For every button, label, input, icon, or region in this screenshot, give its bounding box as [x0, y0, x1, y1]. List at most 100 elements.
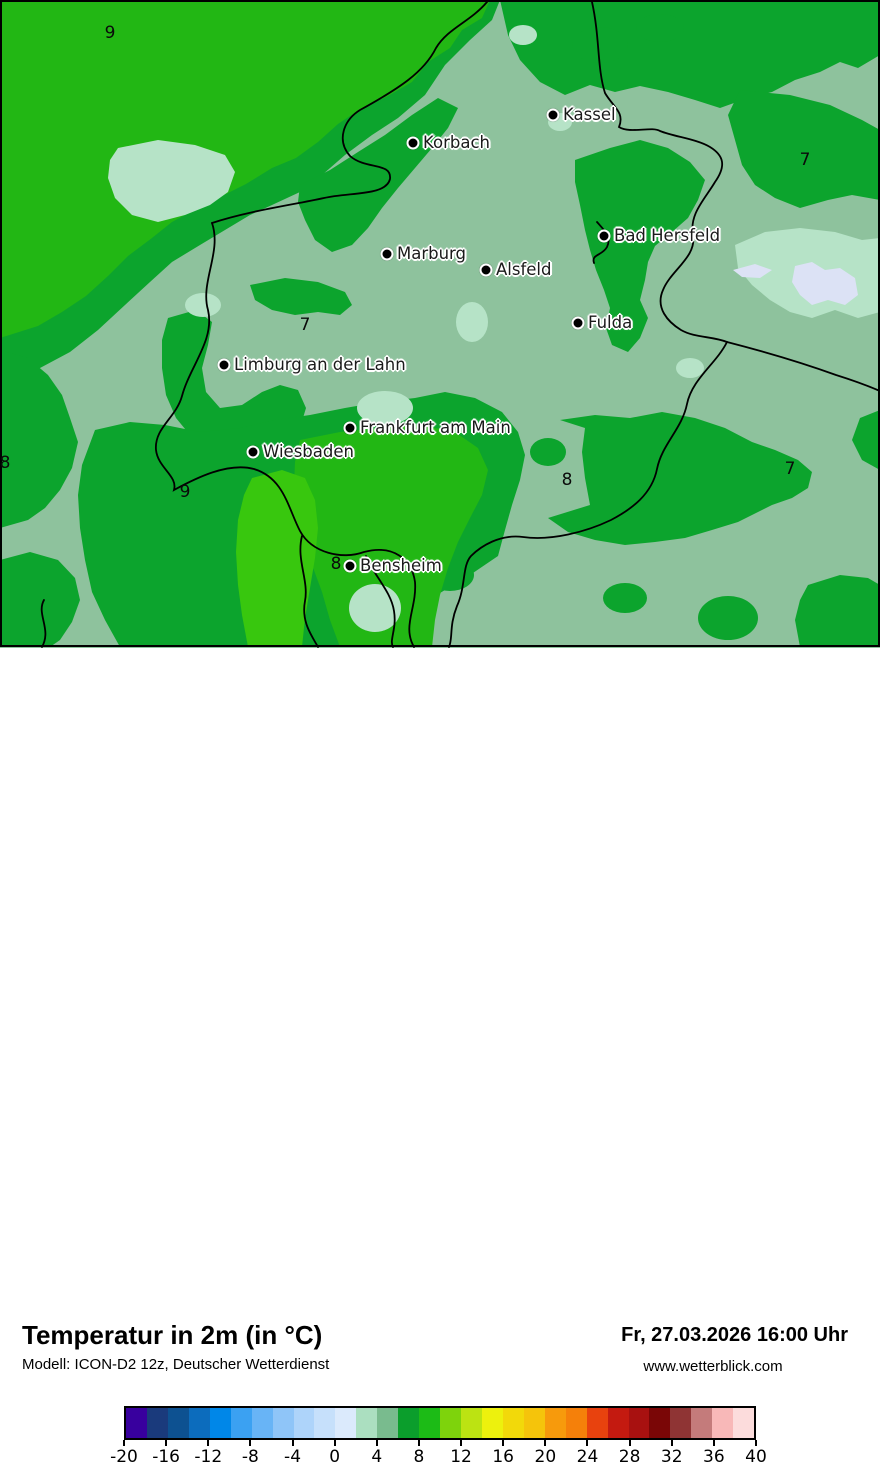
colorbar-tick-label: 8: [413, 1447, 425, 1467]
colorbar-segment: [649, 1408, 671, 1438]
colorbar-tick: [123, 1440, 125, 1446]
city-label: Bad Hersfeld: [614, 226, 721, 246]
colorbar-segment: [167, 1408, 189, 1438]
colorbar-tick: [333, 1440, 336, 1446]
colorbar-segment: [335, 1408, 357, 1438]
city-label: Wiesbaden: [263, 442, 354, 462]
city-dot-icon: [380, 247, 394, 261]
colorbar-tick: [755, 1440, 757, 1446]
colorbar-tick-label: -4: [284, 1447, 302, 1467]
city-dot-icon: [246, 445, 260, 459]
colorbar-segment: [607, 1408, 629, 1438]
valid-datetime: Fr, 27.03.2026 16:00 Uhr: [621, 1324, 848, 1346]
city-dot-icon: [479, 263, 493, 277]
temperature-map-canvas: [0, 0, 880, 648]
colorbar-tick: [544, 1440, 547, 1446]
colorbar-tick: [249, 1440, 252, 1446]
colorbar-segment: [502, 1408, 524, 1438]
colorbar-segment: [146, 1408, 168, 1438]
colorbar-tick: [417, 1440, 420, 1446]
temperature-value: 9: [179, 482, 191, 502]
colorbar-segment: [691, 1408, 713, 1438]
colorbar-tick-label: 28: [618, 1447, 641, 1467]
colorbar-tick: [628, 1440, 631, 1446]
colorbar-tick: [291, 1440, 294, 1446]
colorbar-segment: [670, 1408, 692, 1438]
colorbar-tick-label: 24: [576, 1447, 599, 1467]
city-dot-icon: [597, 229, 611, 243]
colorbar-tick-label: 36: [703, 1447, 725, 1467]
colorbar-tick-label: -12: [194, 1447, 223, 1467]
city-dot-icon: [571, 316, 585, 330]
city-dot-icon: [406, 136, 420, 150]
colorbar-tick: [586, 1440, 589, 1446]
colorbar-segment: [733, 1408, 755, 1438]
temperature-colorbar: [124, 1406, 756, 1440]
colorbar-tick: [375, 1440, 378, 1446]
colorbar-tick: [165, 1440, 168, 1446]
temperature-value: 7: [784, 459, 796, 479]
colorbar-segment: [209, 1408, 231, 1438]
colorbar-tick-label: -20: [110, 1447, 138, 1467]
map-region-group-bright-green: [0, 0, 490, 647]
colorbar-segment: [712, 1408, 734, 1438]
map-region-group-yellow-green: [236, 470, 318, 647]
colorbar-segment: [293, 1408, 315, 1438]
map-region-group-mint: [108, 25, 880, 632]
colorbar-tick-label: 32: [660, 1447, 683, 1467]
map-title: Temperatur in 2m (in °C): [22, 1320, 323, 1350]
city-label: Marburg: [397, 244, 467, 264]
city-dot-icon: [343, 559, 357, 573]
colorbar-tick: [460, 1440, 463, 1446]
state-border-lines: [40, 1, 880, 648]
city-label: Alsfeld: [496, 260, 552, 280]
temperature-map: Kassel Korbach Marburg Alsfeld Bad Hersfeld F…: [0, 0, 880, 648]
map-frame: [0, 0, 880, 647]
city-dot-icon: [546, 108, 560, 122]
colorbar-segment: [272, 1408, 294, 1438]
caption-area: Temperatur in 2m (in °C) Modell: ICON-D2…: [0, 648, 880, 1467]
temperature-value: 8: [330, 554, 342, 574]
colorbar-tick-label: 20: [534, 1447, 557, 1467]
colorbar-segment: [230, 1408, 252, 1438]
colorbar-segment: [377, 1408, 399, 1438]
colorbar-segment: [398, 1408, 420, 1438]
colorbar-tick-label: 4: [371, 1447, 383, 1467]
colorbar-segment: [419, 1408, 441, 1438]
map-region-group-mid-green: [0, 0, 880, 647]
colorbar-tick-label: -16: [152, 1447, 181, 1467]
city-label: Kassel: [563, 105, 616, 125]
temperature-value: 7: [299, 315, 311, 335]
colorbar-segment: [565, 1408, 587, 1438]
colorbar-tick: [712, 1440, 715, 1446]
city-dot-icon: [343, 421, 357, 435]
colorbar-segment: [586, 1408, 608, 1438]
colorbar-tick-label: 0: [329, 1447, 341, 1467]
website-url: www.wetterblick.com: [643, 1358, 783, 1375]
city-label: Limburg an der Lahn: [234, 355, 406, 375]
temperature-value: 9: [104, 23, 116, 43]
colorbar-segment: [356, 1408, 378, 1438]
colorbar-segment: [461, 1408, 482, 1438]
colorbar-tick-label: -8: [241, 1447, 259, 1467]
colorbar-segment: [628, 1408, 650, 1438]
colorbar-segment: [251, 1408, 273, 1438]
colorbar-segment: [544, 1408, 566, 1438]
city-label: Frankfurt am Main: [360, 418, 511, 438]
colorbar-tick: [207, 1440, 210, 1446]
city-label: Korbach: [423, 133, 490, 153]
colorbar-tick-label: 40: [745, 1447, 767, 1467]
temperature-value: 8: [561, 470, 573, 490]
city-label: Fulda: [588, 313, 633, 333]
colorbar-segment: [481, 1408, 503, 1438]
colorbar-segment: [126, 1408, 147, 1438]
colorbar-tick: [502, 1440, 505, 1446]
temperature-value: 7: [799, 150, 811, 170]
city-dot-icon: [217, 358, 231, 372]
city-label: Bensheim: [360, 556, 442, 576]
colorbar-segment: [188, 1408, 210, 1438]
temperature-value: 8: [0, 453, 11, 473]
model-info: Modell: ICON-D2 12z, Deutscher Wetterdie…: [22, 1356, 330, 1373]
colorbar-segment: [440, 1408, 461, 1438]
map-region-group-lavender: [733, 262, 858, 305]
